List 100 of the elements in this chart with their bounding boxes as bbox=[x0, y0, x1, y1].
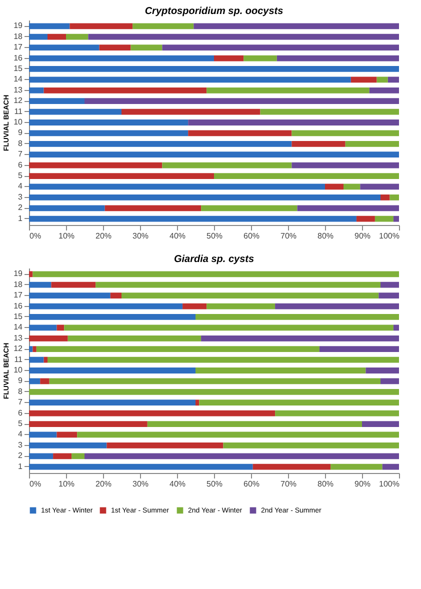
y-tick-label: 9 bbox=[18, 128, 24, 138]
bar bbox=[376, 76, 388, 83]
y-tick-label: 18 bbox=[14, 32, 24, 41]
bar bbox=[99, 44, 131, 51]
x-tick-label: 100% bbox=[379, 480, 400, 488]
chart-title: Cryptosporidium sp. oocysts bbox=[144, 6, 284, 17]
x-tick-label: 60% bbox=[243, 480, 260, 488]
bar bbox=[196, 368, 366, 374]
bar bbox=[29, 34, 48, 40]
bar bbox=[393, 216, 399, 222]
x-tick-label: 20% bbox=[95, 232, 112, 240]
bar bbox=[29, 378, 40, 384]
y-tick-label: 7 bbox=[18, 398, 24, 407]
bar bbox=[122, 292, 379, 299]
bar bbox=[390, 194, 399, 200]
bar bbox=[96, 282, 380, 288]
bar bbox=[182, 303, 207, 310]
bar bbox=[29, 356, 44, 363]
bar bbox=[29, 44, 100, 51]
bar bbox=[244, 55, 277, 62]
y-tick-label: 10 bbox=[14, 118, 24, 126]
x-tick-label: 30% bbox=[132, 232, 149, 240]
y-tick-label: 16 bbox=[14, 53, 24, 62]
y-tick-label: 13 bbox=[14, 333, 24, 342]
y-tick-label: 1 bbox=[18, 462, 24, 471]
bar bbox=[325, 184, 344, 190]
bar bbox=[29, 421, 148, 427]
bar bbox=[29, 368, 196, 374]
bar bbox=[380, 282, 399, 288]
bar bbox=[292, 162, 399, 168]
y-tick-label: 3 bbox=[18, 440, 24, 450]
bar bbox=[196, 314, 399, 320]
bar bbox=[260, 108, 399, 115]
bar bbox=[29, 194, 380, 200]
bar bbox=[275, 410, 399, 416]
bar bbox=[378, 292, 399, 299]
bar bbox=[110, 292, 122, 299]
x-tick-label: 40% bbox=[169, 480, 186, 488]
x-tick-label: 90% bbox=[354, 232, 371, 240]
y-tick-label: 16 bbox=[14, 301, 24, 310]
y-tick-label: 18 bbox=[14, 280, 24, 289]
y-tick-label: 13 bbox=[14, 85, 24, 94]
bar bbox=[380, 194, 390, 200]
bar bbox=[132, 23, 194, 30]
bar bbox=[64, 324, 394, 331]
x-tick-label: 100% bbox=[379, 232, 400, 240]
bar bbox=[393, 324, 399, 331]
bar bbox=[66, 34, 88, 40]
bar bbox=[382, 464, 399, 470]
bar bbox=[380, 378, 399, 384]
bar bbox=[29, 87, 44, 94]
x-tick-label: 20% bbox=[95, 480, 112, 488]
y-tick-label: 15 bbox=[14, 312, 24, 321]
bar bbox=[72, 453, 84, 460]
x-tick-label: 40% bbox=[169, 232, 186, 240]
bar bbox=[29, 162, 162, 168]
x-tick-label: 80% bbox=[317, 480, 334, 488]
bar bbox=[51, 282, 96, 288]
bar bbox=[360, 184, 399, 190]
bar bbox=[29, 400, 196, 406]
bar bbox=[362, 421, 399, 427]
bar bbox=[29, 108, 122, 115]
bar bbox=[252, 464, 331, 470]
bar bbox=[196, 400, 200, 406]
y-tick-label: 14 bbox=[14, 322, 24, 332]
bar bbox=[297, 205, 399, 212]
bar bbox=[29, 324, 57, 331]
bar bbox=[188, 130, 292, 136]
y-tick-label: 19 bbox=[14, 269, 24, 278]
x-tick-label: 70% bbox=[280, 480, 297, 488]
bar bbox=[292, 130, 399, 136]
bar bbox=[388, 76, 399, 83]
bar bbox=[276, 55, 399, 62]
y-tick-label: 15 bbox=[14, 64, 24, 73]
bar bbox=[29, 464, 253, 470]
bar bbox=[29, 184, 325, 190]
bar bbox=[214, 55, 244, 62]
bar bbox=[356, 216, 375, 222]
bar bbox=[29, 314, 196, 320]
y-tick-label: 5 bbox=[18, 171, 24, 180]
bar bbox=[369, 87, 399, 94]
bar bbox=[29, 453, 54, 460]
bar bbox=[106, 442, 224, 448]
y-tick-label: 14 bbox=[14, 74, 24, 84]
bar bbox=[53, 453, 72, 460]
bar bbox=[29, 55, 214, 62]
x-tick-label: 70% bbox=[280, 232, 297, 240]
y-tick-label: 6 bbox=[18, 408, 24, 418]
bar bbox=[29, 303, 183, 310]
bar bbox=[344, 184, 360, 190]
bar bbox=[32, 271, 399, 278]
bar bbox=[147, 421, 362, 427]
bar bbox=[104, 205, 202, 212]
bar bbox=[206, 87, 370, 94]
x-tick-label: 30% bbox=[132, 480, 149, 488]
bar bbox=[88, 34, 399, 40]
bar bbox=[199, 400, 399, 406]
bar bbox=[48, 356, 399, 363]
bar bbox=[77, 432, 399, 438]
bar bbox=[29, 292, 110, 299]
